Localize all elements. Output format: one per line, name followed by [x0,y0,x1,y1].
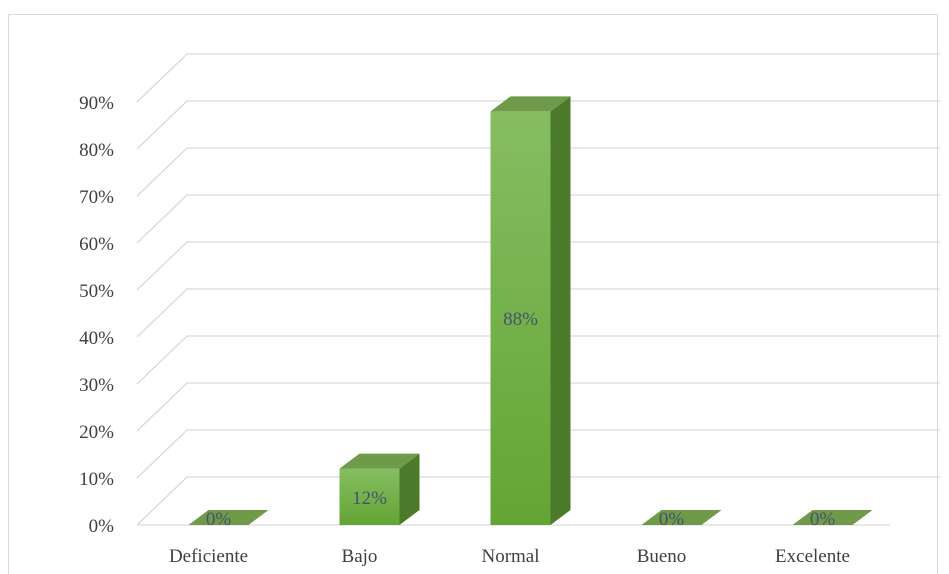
bar-side [550,96,571,526]
category-label: Deficiente [169,546,248,567]
bar-excelente: 0% [792,509,873,530]
chart-frame [8,14,938,574]
gridline [136,53,940,103]
bar-bueno: 0% [641,509,722,530]
bar-deficiente: 0% [188,509,269,530]
data-label: 0% [206,509,232,530]
bar-top [188,510,269,525]
data-label: 12% [352,488,387,509]
y-tick-label: 20% [79,422,114,443]
gridline [136,288,940,338]
bar-top [792,510,873,525]
bar-top [490,96,571,112]
gridline [136,335,940,385]
bar-front [339,468,400,525]
gridline [136,429,940,479]
x-axis-categories: Deficiente Bajo Normal Bueno Excelente [169,546,850,567]
y-tick-label: 50% [79,281,114,302]
y-tick-label: 70% [79,187,114,208]
gridlines [136,53,940,526]
data-label: 0% [810,509,836,530]
bar-front [490,111,551,526]
y-tick-label: 90% [79,93,114,114]
gridline [136,382,940,432]
data-label: 0% [659,509,685,530]
category-label: Bajo [342,546,378,567]
y-tick-label: 0% [89,516,115,537]
gridline [136,194,940,244]
bar-top [641,510,722,525]
y-tick-label: 40% [79,328,114,349]
y-tick-label: 10% [79,469,114,490]
bar-bajo: 12% [339,453,420,525]
gridline [136,241,940,291]
y-tick-label: 30% [79,375,114,396]
y-tick-label: 60% [79,234,114,255]
bar-side [399,453,420,525]
category-label: Excelente [775,546,850,567]
gridline [136,476,940,526]
category-label: Normal [481,546,539,567]
bars: 0% 12% 88% 0% 0% [188,96,873,530]
category-label: Bueno [637,546,687,567]
y-axis-ticks: 0% 10% 20% 30% 40% 50% 60% 70% 80% 90% [79,93,114,537]
data-label: 88% [503,309,538,330]
bar-normal: 88% [490,96,571,526]
gridline [136,100,940,150]
bar-top [339,453,420,469]
gridline [136,147,940,197]
y-tick-label: 80% [79,140,114,161]
